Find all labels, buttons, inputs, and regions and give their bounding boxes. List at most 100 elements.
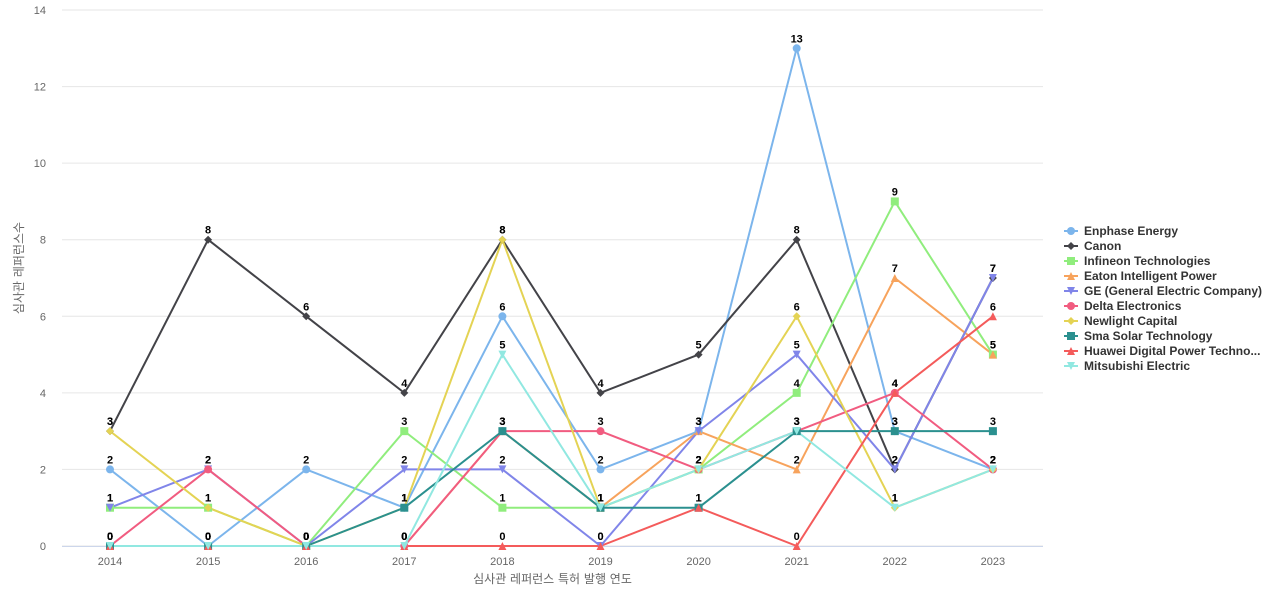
data-label: 3: [107, 416, 113, 428]
data-label: 1: [401, 493, 407, 505]
data-point[interactable]: [792, 235, 801, 244]
legend-item[interactable]: Enphase Energy: [1064, 224, 1178, 238]
data-point[interactable]: [694, 350, 703, 359]
data-point[interactable]: [498, 350, 507, 359]
data-label: 0: [794, 531, 800, 543]
data-point[interactable]: [988, 312, 997, 321]
data-label: 4: [597, 378, 604, 390]
data-point[interactable]: [890, 503, 899, 512]
legend-marker: [1067, 257, 1075, 265]
data-point[interactable]: [302, 312, 311, 321]
data-point[interactable]: [694, 465, 703, 474]
data-point[interactable]: [400, 542, 409, 550]
data-label: 5: [990, 340, 996, 352]
legend-item[interactable]: Delta Electronics: [1064, 299, 1182, 313]
data-point[interactable]: [400, 427, 409, 436]
data-point[interactable]: [988, 427, 997, 436]
legend-item[interactable]: Infineon Technologies: [1064, 254, 1211, 268]
data-point[interactable]: [498, 503, 507, 512]
legend-label: Newlight Capital: [1084, 314, 1177, 328]
data-point[interactable]: [694, 503, 703, 512]
data-point[interactable]: [792, 350, 801, 359]
data-label: 3: [499, 416, 505, 428]
data-point[interactable]: [792, 542, 801, 550]
legend-item[interactable]: Huawei Digital Power Techno...: [1064, 344, 1260, 358]
data-point[interactable]: [400, 465, 409, 474]
data-point[interactable]: [596, 388, 605, 397]
x-tick-label: 2020: [686, 556, 710, 568]
data-point[interactable]: [890, 197, 899, 206]
data-label: 0: [205, 531, 211, 543]
data-point[interactable]: [400, 503, 409, 512]
data-label: 2: [794, 454, 800, 466]
data-label: 0: [401, 531, 407, 543]
legend-label: Enphase Energy: [1084, 224, 1178, 238]
data-label: 0: [303, 531, 309, 543]
legend-item[interactable]: Newlight Capital: [1064, 314, 1177, 328]
series-line-1: [109, 47, 994, 547]
data-point[interactable]: [498, 312, 507, 321]
data-point[interactable]: [890, 465, 899, 474]
data-point[interactable]: [302, 465, 311, 474]
data-point[interactable]: [400, 388, 409, 397]
legend-marker: [1067, 332, 1075, 340]
data-label: 2: [990, 454, 996, 466]
data-label: 3: [696, 416, 702, 428]
data-label: 0: [303, 531, 309, 543]
data-point[interactable]: [498, 427, 507, 436]
data-point[interactable]: [792, 465, 801, 474]
data-point[interactable]: [204, 503, 213, 512]
legend-item[interactable]: Canon: [1064, 239, 1121, 253]
data-point[interactable]: [988, 350, 997, 359]
data-point[interactable]: [596, 503, 605, 512]
legend-item[interactable]: GE (General Electric Company): [1064, 284, 1262, 298]
legend-marker: [1067, 227, 1075, 235]
data-point[interactable]: [498, 542, 507, 550]
data-label: 4: [794, 378, 801, 390]
data-point[interactable]: [204, 235, 213, 244]
legend-item[interactable]: Mitsubishi Electric: [1064, 359, 1190, 373]
data-point[interactable]: [596, 465, 605, 474]
data-point[interactable]: [988, 465, 997, 474]
data-point[interactable]: [694, 427, 703, 436]
data-point[interactable]: [792, 44, 801, 53]
legend-marker: [1067, 272, 1075, 280]
data-point[interactable]: [890, 388, 899, 397]
data-point[interactable]: [106, 465, 114, 474]
legend-item[interactable]: Sma Solar Technology: [1064, 329, 1213, 343]
data-point[interactable]: [106, 503, 114, 512]
data-point[interactable]: [204, 465, 213, 474]
data-label: 6: [794, 301, 800, 313]
data-label: 7: [990, 263, 996, 275]
data-label: 3: [499, 416, 505, 428]
data-point[interactable]: [498, 235, 507, 244]
data-point[interactable]: [498, 465, 507, 474]
data-label: 2: [990, 454, 996, 466]
data-point[interactable]: [792, 312, 801, 321]
data-point[interactable]: [204, 542, 213, 550]
legend-marker: [1067, 302, 1075, 310]
data-label: 0: [107, 531, 113, 543]
data-label: 3: [892, 416, 898, 428]
data-point[interactable]: [792, 388, 801, 397]
x-axis-title: 심사관 레퍼런스 특허 발행 연도: [473, 571, 632, 586]
data-point[interactable]: [792, 427, 801, 436]
data-point[interactable]: [106, 542, 114, 550]
data-label: 7: [892, 263, 898, 275]
data-point[interactable]: [596, 427, 605, 436]
data-point[interactable]: [106, 427, 114, 436]
data-point[interactable]: [890, 274, 899, 282]
data-point[interactable]: [988, 274, 997, 282]
data-label: 1: [107, 493, 113, 505]
y-tick-label: 10: [34, 158, 46, 170]
legend-item[interactable]: Eaton Intelligent Power: [1064, 269, 1217, 283]
data-point[interactable]: [302, 542, 311, 550]
data-label: 6: [990, 301, 996, 313]
data-label: 2: [892, 454, 898, 466]
data-label: 1: [401, 493, 407, 505]
data-point[interactable]: [890, 427, 899, 436]
x-tick-label: 2015: [196, 556, 220, 568]
data-point[interactable]: [596, 542, 605, 550]
